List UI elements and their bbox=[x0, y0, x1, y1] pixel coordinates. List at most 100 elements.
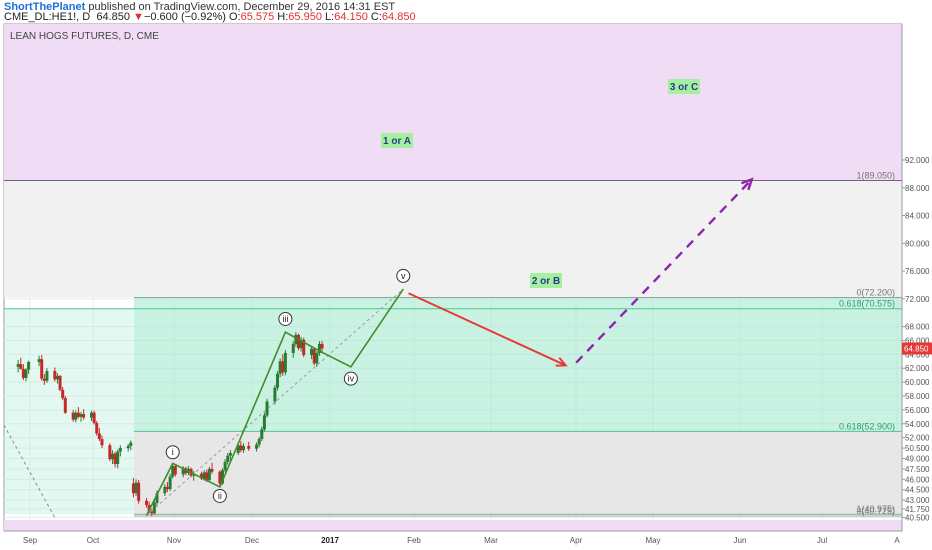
candle-body bbox=[239, 445, 243, 451]
price-tick-label: 47.500 bbox=[905, 465, 930, 474]
candle-body bbox=[296, 334, 300, 349]
annotation-text: 3 or C bbox=[670, 82, 698, 93]
price-tick-label: 40.500 bbox=[905, 514, 930, 523]
price-tick-label: 84.000 bbox=[905, 212, 930, 221]
wave-label-ii: ii bbox=[218, 491, 222, 501]
candle-body bbox=[79, 414, 83, 417]
time-tick-label: Apr bbox=[570, 536, 583, 545]
time-tick-label: Dec bbox=[245, 536, 259, 545]
candle-body bbox=[205, 472, 209, 481]
candle-body bbox=[134, 482, 138, 494]
candle-body bbox=[312, 348, 316, 364]
candle-body bbox=[53, 371, 57, 380]
price-tick-label: 43.000 bbox=[905, 496, 930, 505]
last-price-tag-label: 64.850 bbox=[904, 344, 929, 353]
candle-body bbox=[294, 334, 298, 344]
fib-label: 1(89.050) bbox=[856, 170, 895, 180]
chart-header: ShortThePlanet published on TradingView.… bbox=[0, 0, 932, 23]
candle-body bbox=[45, 371, 49, 381]
fib-zone-upper bbox=[4, 180, 902, 298]
price-tick-label: 76.000 bbox=[905, 267, 930, 276]
close-label: C: bbox=[370, 11, 382, 23]
fib-zone-lower bbox=[134, 431, 902, 515]
candle-body bbox=[24, 369, 28, 378]
candle-body bbox=[320, 343, 324, 349]
candle-body bbox=[262, 415, 266, 430]
price-tick-label: 64.000 bbox=[905, 350, 930, 359]
candle-body bbox=[110, 453, 114, 460]
candle-body bbox=[16, 364, 20, 367]
high-value: 65.950 bbox=[288, 11, 322, 23]
fib-label: 0(40.725) bbox=[856, 506, 895, 516]
candle-body bbox=[265, 401, 269, 416]
annotation-badge bbox=[381, 133, 413, 148]
candle-body bbox=[200, 473, 204, 479]
price-axis bbox=[902, 24, 932, 531]
price-tick-label: 56.000 bbox=[905, 406, 930, 415]
candle-body bbox=[299, 339, 303, 349]
candle-body bbox=[223, 461, 227, 471]
price-tick-label: 72.000 bbox=[905, 295, 930, 304]
candle-body bbox=[273, 387, 277, 402]
candle-body bbox=[260, 429, 264, 440]
close-value: 64.850 bbox=[381, 11, 416, 23]
wave-label-circle bbox=[343, 371, 358, 386]
wave-label-v: v bbox=[401, 271, 406, 281]
candle-body bbox=[168, 476, 172, 490]
candle-body bbox=[310, 348, 314, 356]
ohlc-line: CME_DL:HE1!, D 64.850 ▼−0.600 (−0.92%) O… bbox=[4, 11, 416, 23]
projection-arrow-line bbox=[575, 178, 753, 364]
fib-label: 0.618(52.900) bbox=[839, 421, 895, 431]
candle-body bbox=[226, 455, 230, 462]
candle-body bbox=[283, 352, 287, 373]
candle-body bbox=[63, 398, 67, 413]
symbol-label[interactable]: CME_DL:HE1!, D bbox=[4, 11, 91, 23]
fib-band-bottom bbox=[4, 519, 902, 531]
time-tick-label: Mar bbox=[484, 536, 498, 545]
fib-label: 1(40.975) bbox=[856, 504, 895, 514]
price-tick-label: 92.000 bbox=[905, 156, 930, 165]
fib-zone-main bbox=[134, 297, 902, 432]
wave-label-i: i bbox=[172, 447, 174, 457]
candle-body bbox=[71, 412, 75, 420]
last-price-tag bbox=[902, 342, 932, 355]
fib-zones bbox=[4, 24, 902, 531]
candle-body bbox=[302, 339, 306, 356]
candle-body bbox=[152, 502, 156, 514]
low-label: L: bbox=[325, 11, 335, 23]
candle-body bbox=[173, 466, 177, 475]
price-tick-label: 68.000 bbox=[905, 323, 930, 332]
candle-body bbox=[210, 468, 214, 472]
candle-body bbox=[129, 442, 133, 446]
candle-body bbox=[207, 468, 211, 481]
price-tick-label: 50.500 bbox=[905, 444, 930, 453]
candle-body bbox=[21, 368, 25, 378]
time-tick-label: Feb bbox=[407, 536, 421, 545]
author-link[interactable]: ShortThePlanet bbox=[4, 1, 86, 13]
candle-body bbox=[171, 466, 175, 477]
candle-body bbox=[221, 470, 224, 484]
target-arrow-head bbox=[555, 357, 568, 367]
candle-body bbox=[255, 444, 259, 449]
candle-body bbox=[317, 343, 321, 353]
annotation-text: 1 or A bbox=[383, 136, 411, 147]
time-tick-label: May bbox=[645, 536, 660, 545]
candle-body bbox=[218, 471, 222, 484]
price-tick-label: 44.500 bbox=[905, 486, 930, 495]
fib-zone-left bbox=[4, 308, 134, 515]
candle-body bbox=[291, 343, 295, 353]
candle-body bbox=[100, 439, 104, 446]
price-tick-label: 62.000 bbox=[905, 364, 930, 373]
candle-body bbox=[58, 375, 62, 390]
candle-body bbox=[108, 445, 112, 460]
candle-body bbox=[137, 482, 141, 501]
candle-body bbox=[202, 472, 206, 479]
target-arrow-line bbox=[408, 292, 567, 367]
candle-body bbox=[257, 439, 261, 445]
wave-path bbox=[145, 288, 404, 516]
last-price: 64.850 bbox=[96, 11, 130, 23]
candle-body bbox=[118, 448, 122, 452]
time-tick-label: 2017 bbox=[321, 536, 339, 545]
